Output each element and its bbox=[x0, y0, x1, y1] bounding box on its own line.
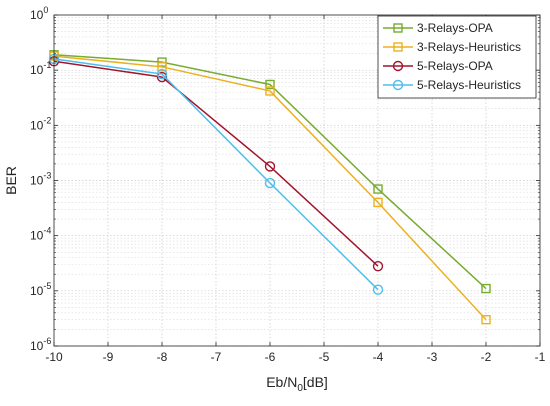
y-tick-label: 10-6 bbox=[30, 336, 51, 353]
data-point bbox=[264, 177, 276, 189]
series-layer bbox=[48, 50, 491, 325]
legend-item: 3-Relays-Heuristics bbox=[383, 40, 521, 54]
axis-ticks bbox=[53, 14, 541, 347]
x-tick-label: -10 bbox=[45, 350, 63, 364]
y-axis-label: BER bbox=[3, 166, 19, 195]
x-tick-label: -4 bbox=[373, 350, 384, 364]
x-tick-labels: -10 -9 -8 -7 -6 -5 -4 -3 -2 -1 bbox=[45, 350, 545, 364]
x-axis-label: Eb/N0[dB] bbox=[266, 374, 328, 394]
data-point bbox=[373, 197, 383, 208]
data-point bbox=[156, 68, 168, 80]
x-tick-label: -7 bbox=[211, 350, 222, 364]
data-point bbox=[265, 79, 275, 90]
legend-label: 5-Relays-Heuristics bbox=[417, 78, 521, 92]
legend-marker bbox=[392, 60, 404, 72]
legend-label: 3-Relays-OPA bbox=[417, 21, 493, 35]
data-point bbox=[156, 71, 168, 83]
data-point bbox=[372, 284, 384, 295]
x-tick-label: -8 bbox=[157, 350, 168, 364]
x-tick-label: -1 bbox=[535, 350, 546, 364]
x-tick-label: -6 bbox=[265, 350, 276, 364]
legend: 3-Relays-OPA 3-Relays-Heuristics 5-Relays-… bbox=[377, 15, 537, 99]
x-tick-label: -9 bbox=[103, 350, 114, 364]
data-point bbox=[265, 86, 275, 96]
data-point bbox=[373, 184, 383, 194]
data-point bbox=[481, 283, 491, 294]
legend-marker bbox=[392, 79, 404, 91]
data-point bbox=[157, 62, 167, 72]
legend-item: 3-Relays-OPA bbox=[383, 21, 493, 35]
x-tick-label: -2 bbox=[481, 350, 492, 364]
series-line bbox=[53, 55, 487, 321]
x-tick-label: -5 bbox=[319, 350, 330, 364]
data-point bbox=[264, 161, 276, 172]
series-4 bbox=[48, 53, 384, 295]
minor-grid bbox=[54, 17, 540, 330]
data-point bbox=[481, 314, 491, 325]
legend-item: 5-Relays-OPA bbox=[383, 59, 493, 73]
legend-label: 5-Relays-OPA bbox=[417, 59, 493, 73]
y-tick-label: 10-1 bbox=[30, 60, 51, 77]
data-point bbox=[372, 260, 384, 272]
y-tick-labels: 100 10-1 10-2 10-3 10-4 10-5 10-6 bbox=[30, 5, 51, 353]
legend-marker bbox=[393, 23, 403, 33]
series-line bbox=[53, 54, 487, 290]
legend-label: 3-Relays-Heuristics bbox=[417, 40, 521, 54]
x-tick-label: -3 bbox=[427, 350, 438, 364]
y-tick-label: 100 bbox=[30, 5, 48, 22]
series-2 bbox=[49, 51, 491, 325]
y-tick-label: 10-5 bbox=[30, 281, 51, 298]
legend-marker bbox=[393, 42, 403, 52]
series-line bbox=[53, 58, 379, 291]
series-line bbox=[53, 60, 379, 267]
y-tick-label: 10-4 bbox=[30, 226, 51, 243]
legend-item: 5-Relays-Heuristics bbox=[383, 78, 521, 92]
y-tick-label: 10-3 bbox=[30, 171, 51, 188]
y-tick-label: 10-2 bbox=[30, 115, 51, 132]
